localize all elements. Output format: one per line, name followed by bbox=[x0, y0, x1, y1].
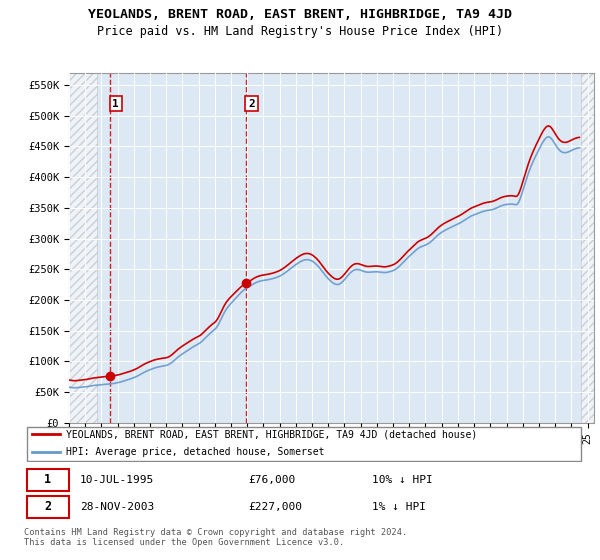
Text: 10-JUL-1995: 10-JUL-1995 bbox=[80, 475, 154, 485]
Text: YEOLANDS, BRENT ROAD, EAST BRENT, HIGHBRIDGE, TA9 4JD: YEOLANDS, BRENT ROAD, EAST BRENT, HIGHBR… bbox=[88, 8, 512, 21]
Text: Contains HM Land Registry data © Crown copyright and database right 2024.
This d: Contains HM Land Registry data © Crown c… bbox=[24, 528, 407, 547]
Text: £76,000: £76,000 bbox=[248, 475, 296, 485]
Text: HPI: Average price, detached house, Somerset: HPI: Average price, detached house, Some… bbox=[66, 447, 325, 457]
Text: 10% ↓ HPI: 10% ↓ HPI bbox=[372, 475, 433, 485]
FancyBboxPatch shape bbox=[27, 469, 69, 491]
Bar bbox=[581, 73, 594, 423]
Text: £227,000: £227,000 bbox=[248, 502, 302, 512]
Text: 1: 1 bbox=[112, 99, 119, 109]
Text: 1: 1 bbox=[44, 473, 51, 486]
Text: 1% ↓ HPI: 1% ↓ HPI bbox=[372, 502, 426, 512]
FancyBboxPatch shape bbox=[27, 427, 581, 461]
Text: 2: 2 bbox=[44, 500, 51, 514]
Bar bbox=[69, 73, 97, 423]
Text: Price paid vs. HM Land Registry's House Price Index (HPI): Price paid vs. HM Land Registry's House … bbox=[97, 25, 503, 38]
Text: 2: 2 bbox=[248, 99, 255, 109]
Text: YEOLANDS, BRENT ROAD, EAST BRENT, HIGHBRIDGE, TA9 4JD (detached house): YEOLANDS, BRENT ROAD, EAST BRENT, HIGHBR… bbox=[66, 430, 478, 440]
Text: 28-NOV-2003: 28-NOV-2003 bbox=[80, 502, 154, 512]
FancyBboxPatch shape bbox=[27, 496, 69, 517]
